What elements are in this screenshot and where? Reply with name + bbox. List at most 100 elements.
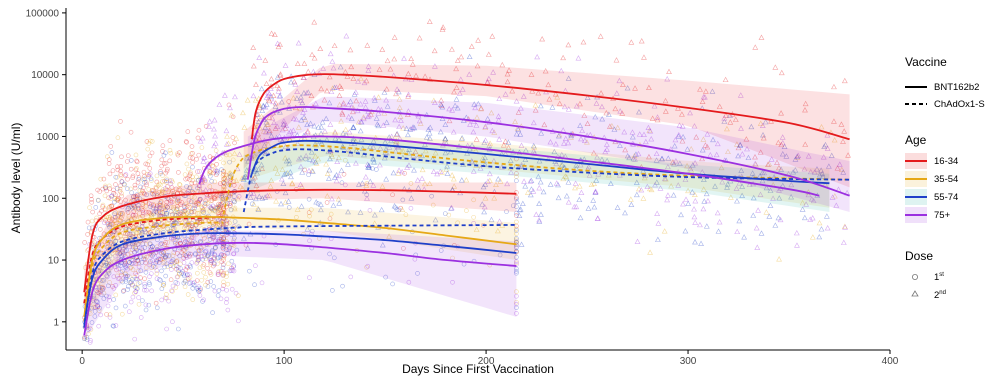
scatter-point-dose1: [113, 253, 118, 259]
scatter-point-dose2: [778, 69, 785, 76]
scatter-point-dose1: [96, 323, 101, 329]
scatter-point-dose1: [104, 273, 110, 279]
scatter-point-dose2: [439, 169, 445, 175]
scatter-point-dose2: [338, 167, 345, 173]
scatter-point-dose2: [593, 100, 600, 106]
scatter-point-dose1: [121, 181, 127, 187]
scatter-point-dose2: [628, 39, 635, 45]
scatter-point-dose2: [840, 239, 847, 245]
scatter-point-dose1: [222, 176, 228, 181]
scatter-point-dose2: [842, 224, 848, 230]
scatter-point-dose2: [772, 64, 779, 70]
scatter-point-dose1: [225, 307, 231, 313]
scatter-point-dose2: [268, 93, 275, 100]
scatter-point-dose2: [350, 108, 356, 115]
scatter-point-dose2: [244, 97, 251, 103]
scatter-point-dose2: [338, 118, 345, 124]
scatter-point-dose1: [213, 172, 219, 178]
scatter-point-dose2: [301, 106, 308, 112]
scatter-point-dose1: [132, 205, 138, 210]
scatter-point-dose1: [138, 315, 144, 320]
scatter-point-dose1: [108, 263, 114, 269]
scatter-point-dose1: [171, 228, 177, 234]
scatter-point-dose1: [309, 207, 314, 212]
scatter-point-dose1: [106, 183, 112, 189]
scatter-point-dose2: [678, 211, 684, 218]
scatter-point-dose1: [175, 197, 180, 203]
scatter-point-dose2: [737, 142, 744, 148]
scatter-point-dose2: [458, 53, 465, 60]
scatter-point-dose1: [209, 178, 215, 184]
scatter-point-dose1: [190, 281, 196, 286]
scatter-point-dose2: [453, 65, 460, 72]
scatter-point-dose2: [701, 198, 708, 204]
scatter-point-dose1: [168, 277, 174, 282]
scatter-point-dose1: [106, 261, 112, 267]
scatter-point-dose2: [571, 203, 578, 210]
scatter-point-dose2: [335, 154, 342, 161]
scatter-point-dose2: [298, 203, 305, 209]
scatter-point-dose2: [345, 113, 352, 120]
scatter-point-dose1: [203, 248, 209, 254]
scatter-point-dose2: [370, 156, 377, 162]
scatter-point-dose2: [703, 223, 710, 229]
scatter-point-dose2: [255, 166, 262, 172]
scatter-point-dose1: [104, 232, 110, 238]
scatter-point-dose1: [112, 192, 118, 198]
scatter-point-dose2: [242, 173, 249, 179]
scatter-point-dose2: [486, 177, 493, 183]
scatter-point-dose1: [149, 288, 154, 294]
scatter-point-dose1: [166, 298, 171, 304]
scatter-point-dose2: [363, 182, 370, 188]
scatter-point-dose2: [741, 234, 748, 240]
scatter-point-dose2: [300, 109, 306, 115]
scatter-point-dose1: [221, 222, 226, 228]
scatter-point-dose1: [130, 267, 136, 272]
scatter-point-dose1: [113, 218, 118, 223]
scatter-point-dose2: [410, 124, 416, 130]
scatter-point-dose2: [474, 62, 481, 69]
scatter-point-dose2: [632, 156, 638, 162]
scatter-point-dose2: [481, 203, 488, 210]
scatter-point-dose2: [829, 194, 836, 200]
scatter-point-dose2: [396, 96, 403, 102]
scatter-point-dose1: [113, 182, 118, 187]
scatter-point-dose1: [109, 203, 114, 209]
scatter-point-dose2: [416, 117, 423, 124]
scatter-point-dose1: [225, 261, 231, 267]
scatter-point-dose2: [255, 206, 262, 213]
scatter-point-dose1: [123, 273, 129, 279]
scatter-point-dose2: [325, 175, 332, 181]
scatter-point-dose1: [209, 249, 215, 255]
scatter-point-dose2: [671, 161, 677, 167]
scatter-point-dose1: [211, 261, 217, 266]
scatter-point-dose2: [538, 130, 545, 136]
scatter-point-dose2: [346, 129, 353, 135]
scatter-point-dose2: [328, 88, 335, 95]
scatter-point-dose1: [450, 280, 455, 285]
scatter-point-dose1: [146, 159, 152, 164]
scatter-point-dose2: [628, 201, 635, 207]
scatter-point-dose1: [176, 198, 182, 204]
scatter-point-dose2: [685, 200, 692, 206]
scatter-point-dose2: [562, 135, 569, 142]
scatter-point-dose1: [230, 157, 236, 163]
scatter-point-dose2: [707, 152, 714, 158]
scatter-point-dose2: [274, 82, 281, 89]
scatter-point-dose1: [212, 179, 218, 185]
scatter-point-dose1: [194, 174, 199, 180]
scatter-point-dose1: [189, 180, 195, 186]
scatter-point-dose2: [283, 170, 290, 176]
scatter-point-dose1: [184, 161, 190, 167]
scatter-point-dose1: [158, 210, 163, 216]
scatter-point-dose2: [824, 132, 831, 138]
scatter-point-dose2: [555, 133, 562, 139]
scatter-point-dose1: [164, 179, 169, 185]
scatter-point-dose2: [666, 68, 672, 75]
scatter-point-dose1: [203, 274, 208, 280]
scatter-point-dose2: [360, 115, 367, 122]
scatter-point-dose1: [203, 124, 209, 129]
scatter-point-dose1: [162, 264, 167, 270]
scatter-point-dose1: [108, 196, 114, 201]
scatter-point-dose2: [778, 141, 785, 148]
